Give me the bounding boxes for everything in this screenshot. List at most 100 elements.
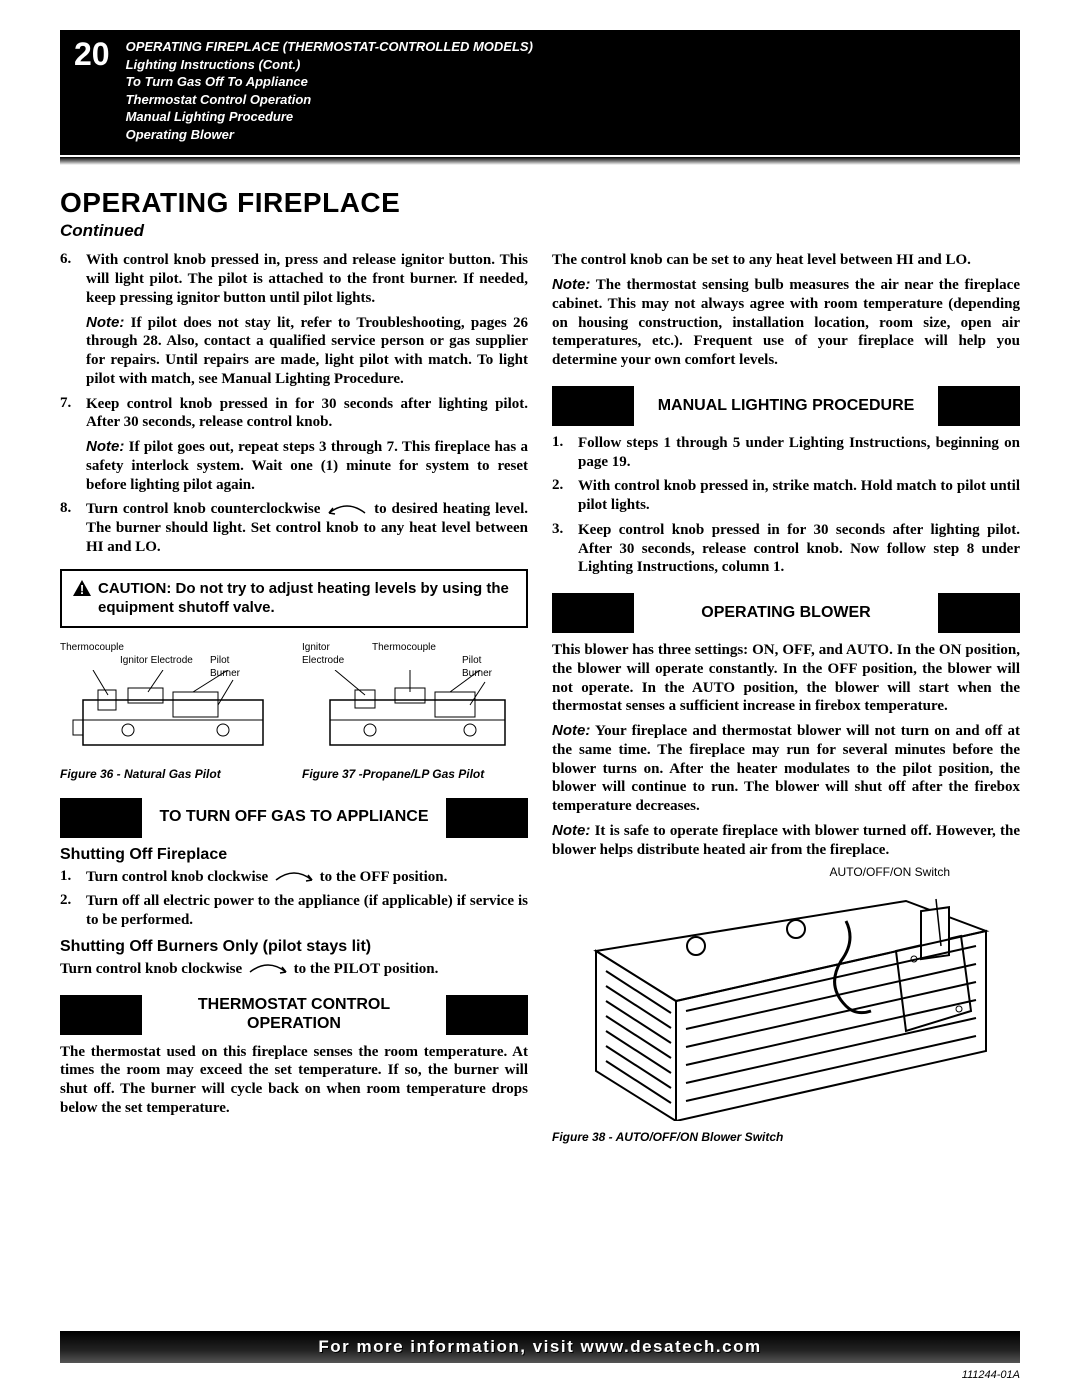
footer-band: For more information, visit www.desatech… xyxy=(60,1331,1020,1363)
step-num: 7. xyxy=(60,395,86,433)
section-turnoff: TO TURN OFF GAS TO APPLIANCE xyxy=(60,798,528,838)
section-manual: MANUAL LIGHTING PROCEDURE xyxy=(552,386,1020,426)
lbl-burner2: Burner xyxy=(462,668,492,679)
man-step-1: 1. Follow steps 1 through 5 under Lighti… xyxy=(552,434,1020,472)
step-text: Keep control knob pressed in for 30 seco… xyxy=(578,521,1020,577)
note-7: Note: If pilot goes out, repeat steps 3 … xyxy=(86,438,528,494)
step-text: With control knob pressed in, strike mat… xyxy=(578,477,1020,515)
thermo-para: The thermostat used on this fireplace se… xyxy=(60,1043,528,1118)
blower-note-1: Note: Your fireplace and thermostat blow… xyxy=(552,722,1020,816)
man-step-3: 3. Keep control knob pressed in for 30 s… xyxy=(552,521,1020,577)
header-title: OPERATING FIREPLACE (THERMOSTAT-CONTROLL… xyxy=(126,38,533,56)
cw-arrow-icon xyxy=(246,962,290,976)
svg-text:!: ! xyxy=(80,582,84,597)
note-prefix: Note: xyxy=(86,314,124,331)
shutoff-step-2: 2. Turn off all electric power to the ap… xyxy=(60,892,528,930)
subhead-shutoff: Shutting Off Fireplace xyxy=(60,846,528,864)
note-prefix: Note: xyxy=(552,276,590,293)
header-sub-1: To Turn Gas Off To Appliance xyxy=(126,73,533,91)
burners-line: Turn control knob clockwise to the PILOT… xyxy=(60,960,528,979)
header-sub-4: Operating Blower xyxy=(126,126,533,144)
lbl-pilot: Pilot xyxy=(210,655,229,666)
warning-icon: ! xyxy=(72,579,92,597)
burners-a: Turn control knob clockwise xyxy=(60,961,242,977)
step-num: 3. xyxy=(552,521,578,577)
section-thermo: THERMOSTAT CONTROL OPERATION xyxy=(60,995,528,1035)
band-bar xyxy=(938,386,1020,426)
step-num: 8. xyxy=(60,500,86,556)
fig37-caption: Figure 37 -Propane/LP Gas Pilot xyxy=(302,767,528,782)
switch-label: AUTO/OFF/ON Switch xyxy=(552,865,1020,879)
caution-box: ! CAUTION: Do not try to adjust heating … xyxy=(60,569,528,628)
shut1-a: Turn control knob clockwise xyxy=(86,869,268,885)
step-7: 7. Keep control knob pressed in for 30 s… xyxy=(60,395,528,433)
pilot-diagrams: Thermocouple Ignitor Electrode Pilot Bur… xyxy=(60,642,528,782)
right-column: The control knob can be set to any heat … xyxy=(552,251,1020,1145)
band-bar xyxy=(938,593,1020,633)
left-column: 6. With control knob pressed in, press a… xyxy=(60,251,528,1145)
step-text: Follow steps 1 through 5 under Lighting … xyxy=(578,434,1020,472)
step-6: 6. With control knob pressed in, press a… xyxy=(60,251,528,307)
step-num: 2. xyxy=(60,892,86,930)
burners-b: to the PILOT position. xyxy=(294,961,439,977)
subhead-burners: Shutting Off Burners Only (pilot stays l… xyxy=(60,938,528,956)
note-text: If pilot goes out, repeat steps 3 throug… xyxy=(86,439,528,493)
lbl-ignitor-electrode: Ignitor Electrode xyxy=(120,655,193,666)
step-num: 6. xyxy=(60,251,86,307)
fig38-caption: Figure 38 - AUTO/OFF/ON Blower Switch xyxy=(552,1130,1020,1145)
lbl-ignitor: Ignitor xyxy=(302,642,330,653)
fig-37: Ignitor Electrode Thermocouple Pilot Bur… xyxy=(302,642,528,782)
band-bar xyxy=(60,995,142,1035)
blower-note-2: Note: It is safe to operate fireplace wi… xyxy=(552,822,1020,860)
continued-label: Continued xyxy=(60,221,1020,241)
note-prefix: Note: xyxy=(86,438,124,455)
note-text: It is safe to operate fireplace with blo… xyxy=(552,823,1020,858)
step-num: 1. xyxy=(60,868,86,887)
header-band: 20 OPERATING FIREPLACE (THERMOSTAT-CONTR… xyxy=(60,30,1020,155)
note-6: Note: If pilot does not stay lit, refer … xyxy=(86,314,528,389)
step-text: Keep control knob pressed in for 30 seco… xyxy=(86,395,528,433)
step-num: 1. xyxy=(552,434,578,472)
band-bar xyxy=(446,798,528,838)
fig-36: Thermocouple Ignitor Electrode Pilot Bur… xyxy=(60,642,286,782)
lbl-burner: Burner xyxy=(210,668,240,679)
blower-switch-svg xyxy=(552,891,1020,1121)
header-gradient xyxy=(60,157,1020,165)
step-num: 2. xyxy=(552,477,578,515)
lbl-thermocouple: Thermocouple xyxy=(60,642,124,653)
pilot-svg-ng xyxy=(60,670,286,760)
section-label: MANUAL LIGHTING PROCEDURE xyxy=(634,386,938,426)
band-bar xyxy=(446,995,528,1035)
step8-a: Turn control knob counterclockwise xyxy=(86,501,320,517)
main-title: OPERATING FIREPLACE xyxy=(60,187,1020,219)
note-text: If pilot does not stay lit, refer to Tro… xyxy=(86,315,528,387)
band-bar xyxy=(552,386,634,426)
header-lines: OPERATING FIREPLACE (THERMOSTAT-CONTROLL… xyxy=(126,38,533,143)
note-text: Your fireplace and thermostat blower wil… xyxy=(552,723,1020,814)
header-sub-3: Manual Lighting Procedure xyxy=(126,108,533,126)
step-text: With control knob pressed in, press and … xyxy=(86,251,528,307)
step-text: Turn control knob counterclockwise to de… xyxy=(86,500,528,556)
header-sub-2: Thermostat Control Operation xyxy=(126,91,533,109)
pilot-svg-lp xyxy=(302,670,528,760)
shutoff-step-1: 1. Turn control knob clockwise to the OF… xyxy=(60,868,528,887)
doc-code: 111244-01A xyxy=(962,1369,1020,1381)
step-text: Turn control knob clockwise to the OFF p… xyxy=(86,868,528,887)
lbl-electrode: Electrode xyxy=(302,655,344,666)
section-label: OPERATING BLOWER xyxy=(634,593,938,633)
shut1-b: to the OFF position. xyxy=(320,869,448,885)
section-label: TO TURN OFF GAS TO APPLIANCE xyxy=(142,798,446,838)
lbl-thermocouple2: Thermocouple xyxy=(372,642,436,653)
note-prefix: Note: xyxy=(552,722,590,739)
step-text: Turn off all electric power to the appli… xyxy=(86,892,528,930)
band-bar xyxy=(60,798,142,838)
page-number: 20 xyxy=(70,38,126,70)
band-bar xyxy=(552,593,634,633)
caution-text: CAUTION: Do not try to adjust heating le… xyxy=(98,579,516,618)
blower-para: This blower has three settings: ON, OFF,… xyxy=(552,641,1020,716)
lead-para: The control knob can be set to any heat … xyxy=(552,251,1020,270)
section-label: THERMOSTAT CONTROL OPERATION xyxy=(142,995,446,1035)
ccw-arrow-icon xyxy=(325,503,369,517)
man-step-2: 2. With control knob pressed in, strike … xyxy=(552,477,1020,515)
step-8: 8. Turn control knob counterclockwise to… xyxy=(60,500,528,556)
